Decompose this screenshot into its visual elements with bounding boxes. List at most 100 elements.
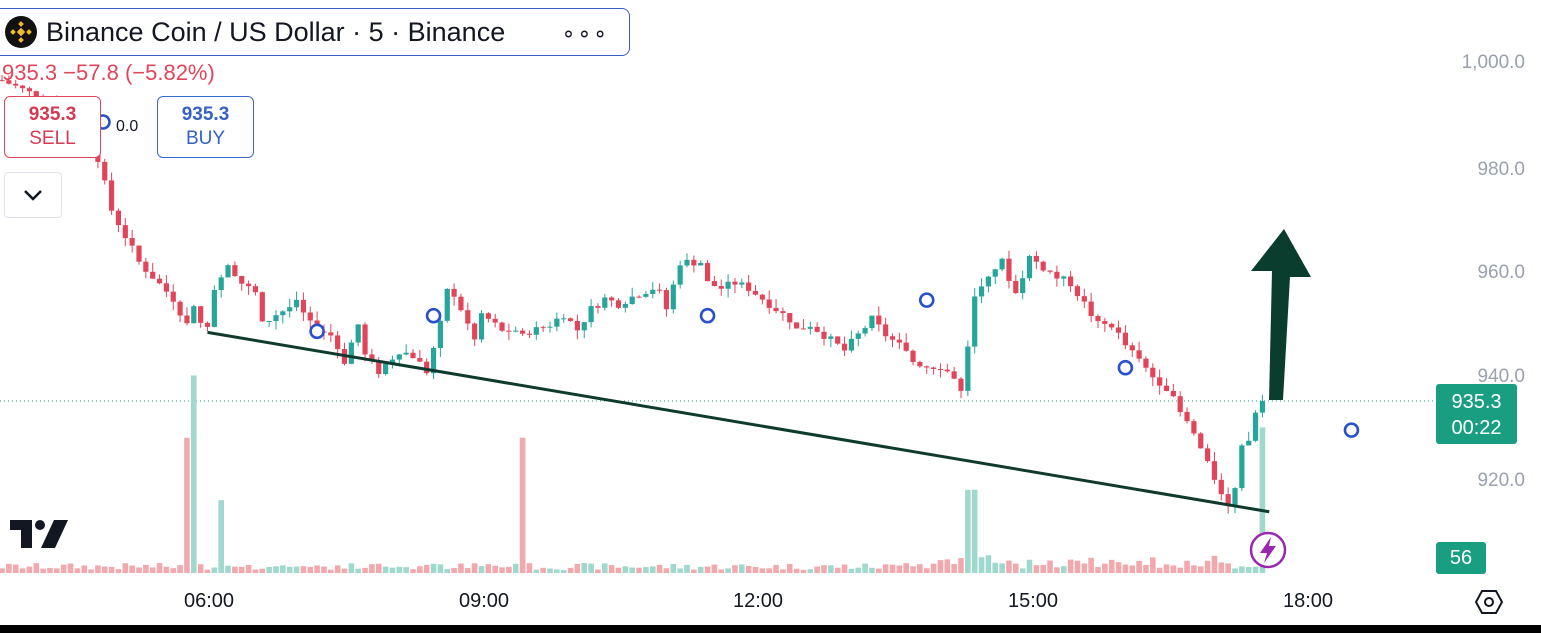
volume-bar xyxy=(567,567,574,573)
volume-bar xyxy=(478,566,485,573)
volume-bar xyxy=(293,566,300,573)
buy-button[interactable]: 935.3 BUY xyxy=(157,96,254,158)
volume-bar xyxy=(1026,559,1033,573)
volume-bar xyxy=(1197,566,1204,573)
collapse-button[interactable] xyxy=(4,172,62,218)
last-price-value: 935.3 xyxy=(1451,391,1502,413)
volume-bar xyxy=(540,567,546,573)
time-tick: 18:00 xyxy=(1282,590,1334,612)
symbol-title[interactable]: Binance Coin / US Dollar · 5 · Binance xyxy=(46,16,506,47)
trendline[interactable] xyxy=(207,330,1270,514)
volume-bar xyxy=(286,566,293,573)
volume-bar xyxy=(739,564,745,573)
sell-button[interactable]: 935.3 SELL xyxy=(4,96,101,158)
volume-bar xyxy=(855,567,862,573)
volume-bar xyxy=(389,567,396,573)
candle-body xyxy=(273,315,279,321)
volume-bar xyxy=(759,568,766,573)
candle-body xyxy=(417,358,423,362)
volume-bar xyxy=(12,564,19,573)
volume-bar xyxy=(697,566,704,573)
candle-body xyxy=(533,327,539,335)
tradingview-logo-icon[interactable] xyxy=(8,518,70,550)
candle-body xyxy=(540,327,546,329)
candle-body xyxy=(335,335,341,350)
candle-body xyxy=(1191,421,1197,434)
candle-body xyxy=(478,313,485,340)
candle-body xyxy=(1136,350,1142,359)
volume-bar xyxy=(1081,563,1088,573)
candle-body xyxy=(663,290,670,310)
candle-body xyxy=(862,328,868,334)
event-marker xyxy=(1343,422,1360,438)
candle-body xyxy=(1184,411,1190,422)
candle-body xyxy=(1026,255,1033,279)
candle-body xyxy=(458,296,464,311)
candle-body xyxy=(841,343,848,351)
volume-bar xyxy=(828,565,834,573)
candle-body xyxy=(211,289,217,327)
candle-body xyxy=(547,326,553,328)
candle-body xyxy=(958,378,964,391)
candle-body xyxy=(472,323,478,340)
candle-body xyxy=(259,292,265,322)
volume-bar xyxy=(300,566,307,573)
more-dots-icon[interactable]: ∘∘∘ xyxy=(561,21,609,46)
candle-body xyxy=(1259,401,1265,413)
volume-bar xyxy=(841,564,848,573)
volume-bar xyxy=(595,569,601,573)
volume-value-label: 56 xyxy=(1436,542,1486,574)
volume-bar xyxy=(588,563,594,573)
settings-hexagon-icon[interactable] xyxy=(1474,588,1504,616)
candle-countdown: 00:22 xyxy=(1451,417,1502,439)
volume-bar xyxy=(1054,567,1060,573)
price-tick: 1,000.0 xyxy=(1461,52,1525,73)
candle-body xyxy=(1239,445,1245,489)
volume-bar xyxy=(944,559,951,573)
volume-bar xyxy=(19,568,26,573)
candle-body xyxy=(437,320,443,349)
candle-body xyxy=(574,320,580,331)
event-marker xyxy=(699,307,716,324)
candle-body xyxy=(978,286,985,297)
volume-bar xyxy=(793,568,800,573)
lightning-icon[interactable] xyxy=(1249,531,1287,569)
candle-body xyxy=(348,342,354,364)
candle-body xyxy=(917,361,923,367)
volume-bar xyxy=(499,567,505,573)
volume-bar xyxy=(95,565,101,573)
candle-body xyxy=(232,265,238,277)
event-marker xyxy=(309,323,325,340)
candle-body xyxy=(430,348,437,374)
volume-bar xyxy=(6,563,12,573)
candle-body xyxy=(650,289,656,294)
candle-body xyxy=(266,320,272,322)
candle-body xyxy=(636,296,642,298)
volume-bar xyxy=(649,566,656,573)
up-arrow-drawing[interactable] xyxy=(1251,229,1311,400)
volume-bar xyxy=(876,568,882,573)
candle-body xyxy=(184,315,190,324)
bnb-coin-icon xyxy=(5,16,37,48)
price-tick: 960.0 xyxy=(1477,262,1525,283)
price-change-text: 935.3 −57.8 (−5.82%) xyxy=(2,60,215,85)
candle-body xyxy=(1102,320,1108,324)
volume-bar xyxy=(965,489,971,573)
candle-body xyxy=(965,346,971,391)
symbol-header[interactable]: Binance Coin / US Dollar · 5 · Binance ∘… xyxy=(0,8,630,56)
candle-body xyxy=(1020,278,1026,294)
volume-bar xyxy=(581,563,588,573)
volume-bar xyxy=(807,569,814,573)
candle-body xyxy=(492,318,498,323)
candle-body xyxy=(150,271,156,279)
candle-body xyxy=(1252,412,1259,441)
chevron-down-icon xyxy=(24,190,42,201)
candle-body xyxy=(328,332,334,336)
volume-bar xyxy=(937,560,944,573)
volume-bar xyxy=(307,566,314,573)
candle-body xyxy=(766,299,772,308)
volume-bar xyxy=(156,563,163,573)
candle-body xyxy=(622,303,628,308)
